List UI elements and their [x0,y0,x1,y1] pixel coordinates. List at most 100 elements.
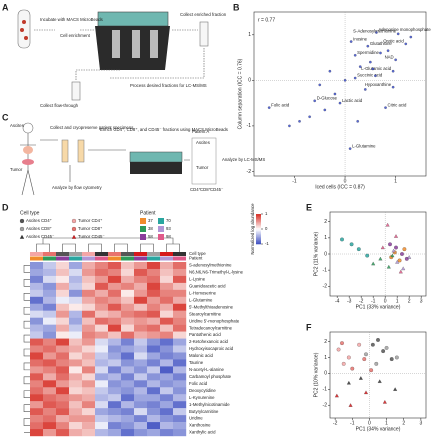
point-label: Succinic acid [357,73,383,78]
y-tick-label: -1 [247,123,252,129]
point [395,260,400,264]
heat-cell [30,289,44,297]
heat-cell [108,401,122,409]
row-label: Pantothenic acid [189,332,221,337]
patient-track [121,256,134,261]
legend-title: Cell type [20,210,40,216]
point [365,253,370,258]
heat-cell [108,289,122,297]
row-label: Stearoylcarnitine [189,311,222,316]
cell-type-track [56,252,69,256]
heat-cell [43,415,57,423]
y-axis-label: Column separation (ICC = 0.76) [237,58,243,129]
colorbar-step [256,218,261,221]
heat-cell [147,422,161,430]
point [340,237,344,242]
heat-cell [160,275,174,284]
legend-swatch [140,226,146,232]
row-label: Tetradecanoylcarnitine [189,325,233,330]
heat-cell [134,282,148,291]
row-label: L-Kynurenine [189,395,215,400]
heat-cell [108,380,122,388]
heat-cell [173,359,187,367]
heat-cell [108,415,122,423]
legend-marker [19,226,25,232]
point [267,106,271,109]
x-tick-label: 3 [419,420,422,426]
point [318,83,322,87]
point [313,99,317,103]
heat-cell [134,401,148,409]
heat-cell [82,394,96,402]
point [358,65,362,68]
legend-label: 93 [166,226,171,231]
heat-cell [30,380,44,388]
heat-cell [69,380,83,388]
heat-cell [43,394,57,402]
heat-cell [160,296,174,304]
point [384,106,387,109]
heat-cell [121,366,135,374]
heat-cell [30,359,44,367]
heat-cell [173,429,187,437]
point [402,247,407,252]
point [348,147,352,150]
point-label: S-Adenosylmethionine [353,29,397,34]
point [363,88,367,91]
heat-cell [30,303,44,311]
heat-cell [43,422,57,430]
heat-cell [95,262,109,270]
x-tick-label: 2 [402,420,405,426]
y-tick-label: 2 [324,219,327,225]
heat-cell [147,429,161,437]
heat-cell [95,310,109,318]
heat-cell [134,394,148,402]
heat-cell [56,282,70,291]
colorbar-step [256,238,261,240]
point [353,53,357,57]
heat-cell [69,338,83,346]
heat-cell [30,352,44,360]
heat-cell [173,324,187,332]
point [288,124,291,128]
heat-cell [30,373,44,381]
y-tick-label: 0 [324,371,327,377]
heat-cell [30,408,44,416]
x-tick-label: -2 [359,298,364,304]
heat-cell [134,317,148,325]
point [376,338,380,342]
heat-cell [173,387,187,395]
heat-cell [43,289,57,297]
dendrogram [23,334,30,343]
heat-cell [173,338,187,346]
patient-track [108,256,121,261]
heat-cell [56,289,70,297]
row-label: Uridine [189,416,203,421]
heat-cell [56,275,70,284]
heat-cell [147,289,161,297]
heat-cell [108,317,122,325]
point-label: L-Glutamic acid [361,66,391,71]
heat-cell [173,373,187,381]
heat-cell [108,268,122,277]
dendrogram [23,418,30,426]
heat-cell [56,268,70,277]
row-label: Taurine [189,360,204,365]
heat-cell [147,359,161,367]
dendrogram [23,306,30,315]
heat-cell [160,352,174,360]
legend-swatch [140,218,146,224]
dendrogram [23,293,30,301]
heat-cell [134,262,148,270]
heat-cell [108,422,122,430]
heat-cell [173,331,187,339]
heat-cell [121,289,135,297]
heat-cell [121,338,135,346]
heat-cell [69,429,83,437]
heat-cell [43,338,57,346]
point [398,269,403,274]
heat-cell [43,429,57,437]
legend-swatch [158,226,164,232]
heat-cell [134,352,148,360]
point [346,355,351,360]
